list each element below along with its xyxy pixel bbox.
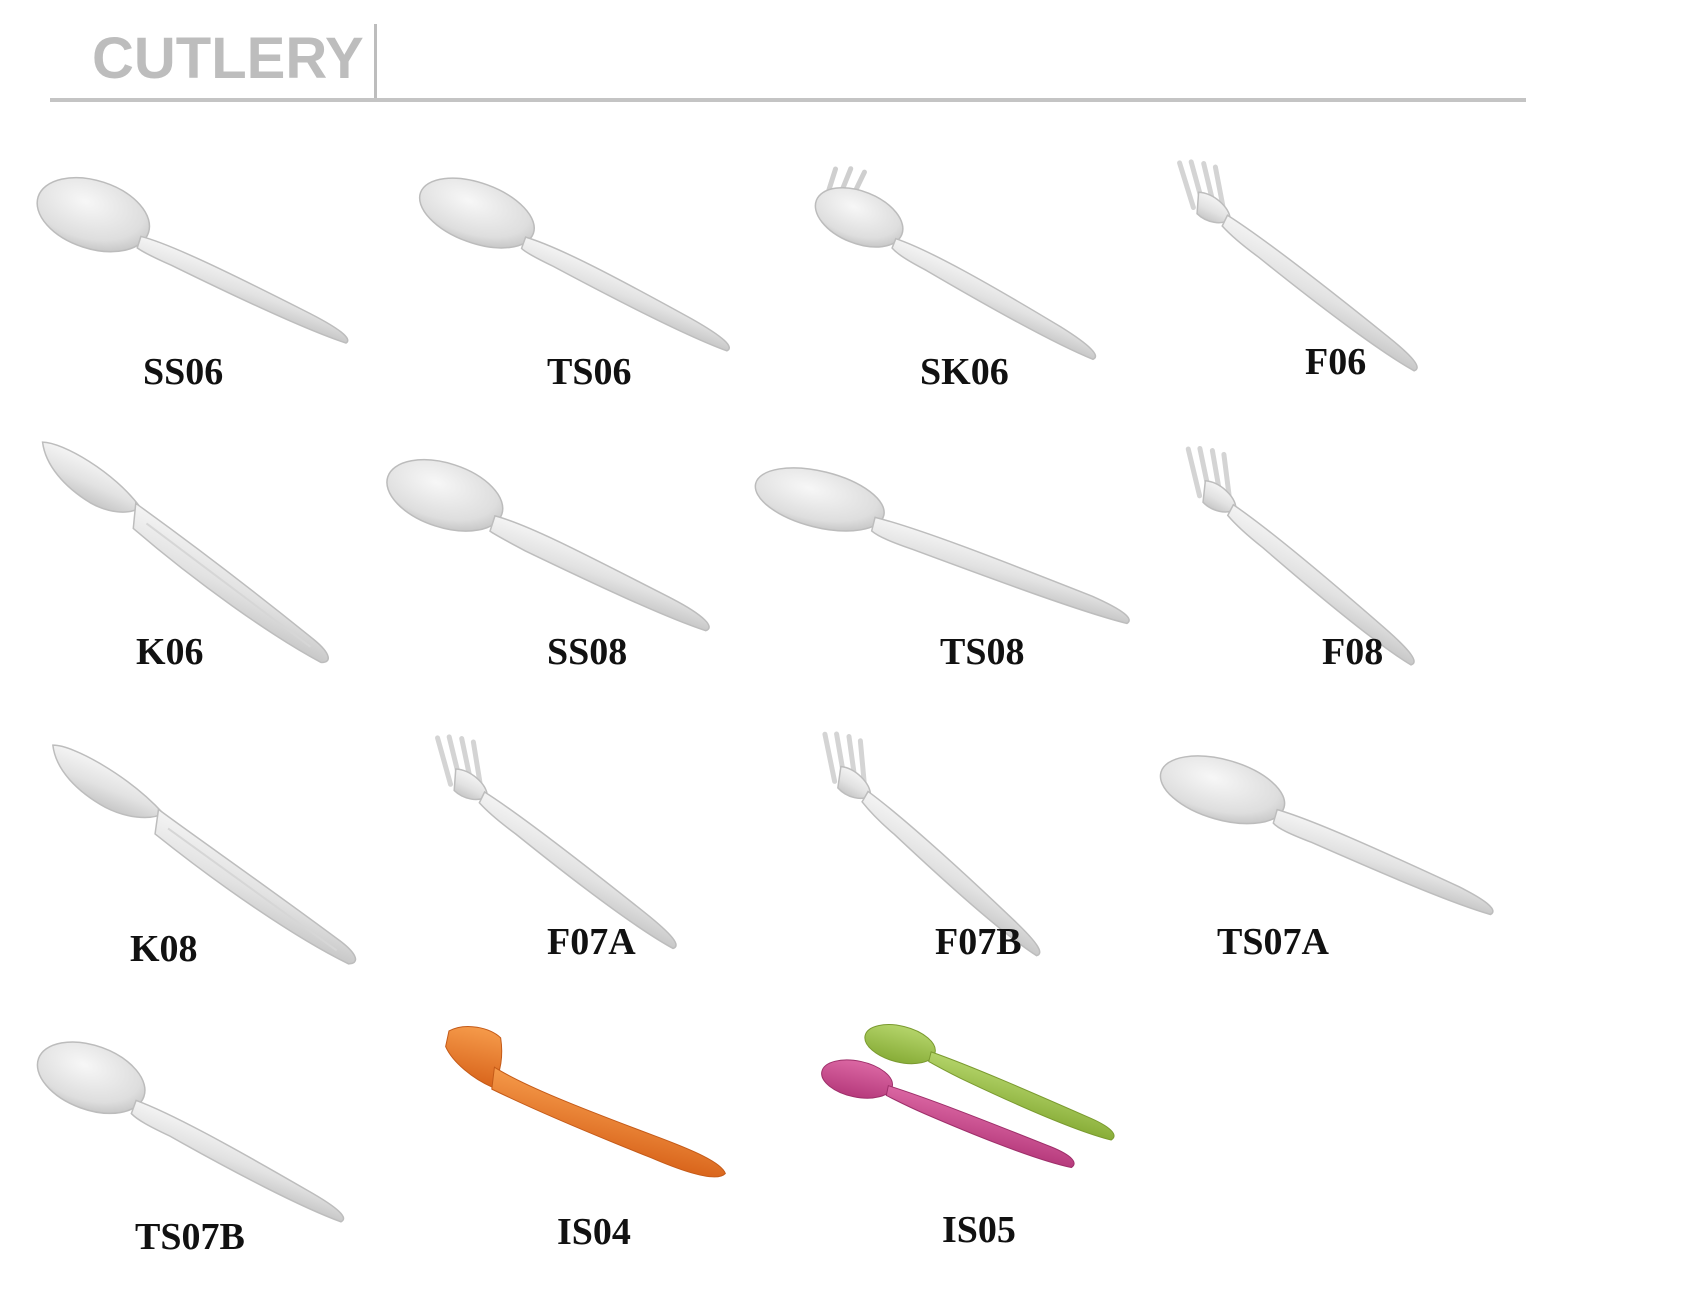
title-divider — [374, 24, 377, 98]
fork-icon — [1177, 159, 1418, 372]
product-code: K06 — [136, 631, 204, 673]
ice-cream-spoon-icon — [445, 1026, 726, 1178]
spoon-icon — [36, 176, 349, 344]
product-code: F06 — [1305, 341, 1367, 383]
spork-icon — [814, 166, 1097, 361]
product-code: IS05 — [942, 1209, 1016, 1251]
product-code: TS07A — [1217, 921, 1329, 963]
spoon-icon — [386, 459, 710, 632]
product-card: SS06 — [36, 150, 400, 393]
product-card: SS08 — [386, 440, 775, 680]
product-card: SK06 — [814, 150, 1180, 393]
fork-icon — [822, 731, 1041, 957]
page-header: CUTLERY — [0, 0, 1698, 110]
product-code: TS06 — [547, 351, 632, 393]
knife-icon — [41, 441, 329, 664]
spoon-icon — [754, 467, 1130, 625]
product-card: F07A — [425, 725, 785, 965]
product-card: F07B — [815, 725, 1175, 965]
product-card: TS07A — [1159, 735, 1545, 975]
product-card: IS04 — [440, 1010, 800, 1253]
product-code: TS07B — [135, 1216, 245, 1258]
product-code: IS04 — [557, 1211, 631, 1253]
knife-icon — [52, 744, 357, 965]
product-code: F08 — [1322, 631, 1384, 673]
product-card: TS06 — [418, 150, 785, 393]
spoon-icon — [36, 1041, 345, 1223]
fork-icon — [1185, 445, 1415, 666]
product-code: SS06 — [143, 351, 224, 393]
product-card: F08 — [1180, 440, 1540, 680]
ice-cream-spoon-pair-icon — [821, 1024, 1115, 1169]
spoon-icon — [418, 177, 730, 352]
product-code: SS08 — [547, 631, 628, 673]
product-code: TS08 — [940, 631, 1025, 673]
product-card: F06 — [1165, 150, 1525, 390]
fork-icon — [435, 734, 677, 950]
product-card: TS07B — [36, 1020, 425, 1260]
product-card: K06 — [40, 430, 400, 673]
spoon-icon — [1159, 755, 1494, 916]
product-card: IS05 — [820, 1010, 1180, 1251]
product-code: F07A — [547, 921, 636, 963]
product-card: K08 — [50, 735, 420, 975]
product-code: K08 — [130, 928, 198, 970]
product-code: F07B — [935, 921, 1022, 963]
product-card: TS08 — [754, 450, 1180, 690]
header-rule — [50, 98, 1526, 102]
product-code: SK06 — [920, 351, 1009, 393]
page-title: CUTLERY — [92, 26, 364, 91]
